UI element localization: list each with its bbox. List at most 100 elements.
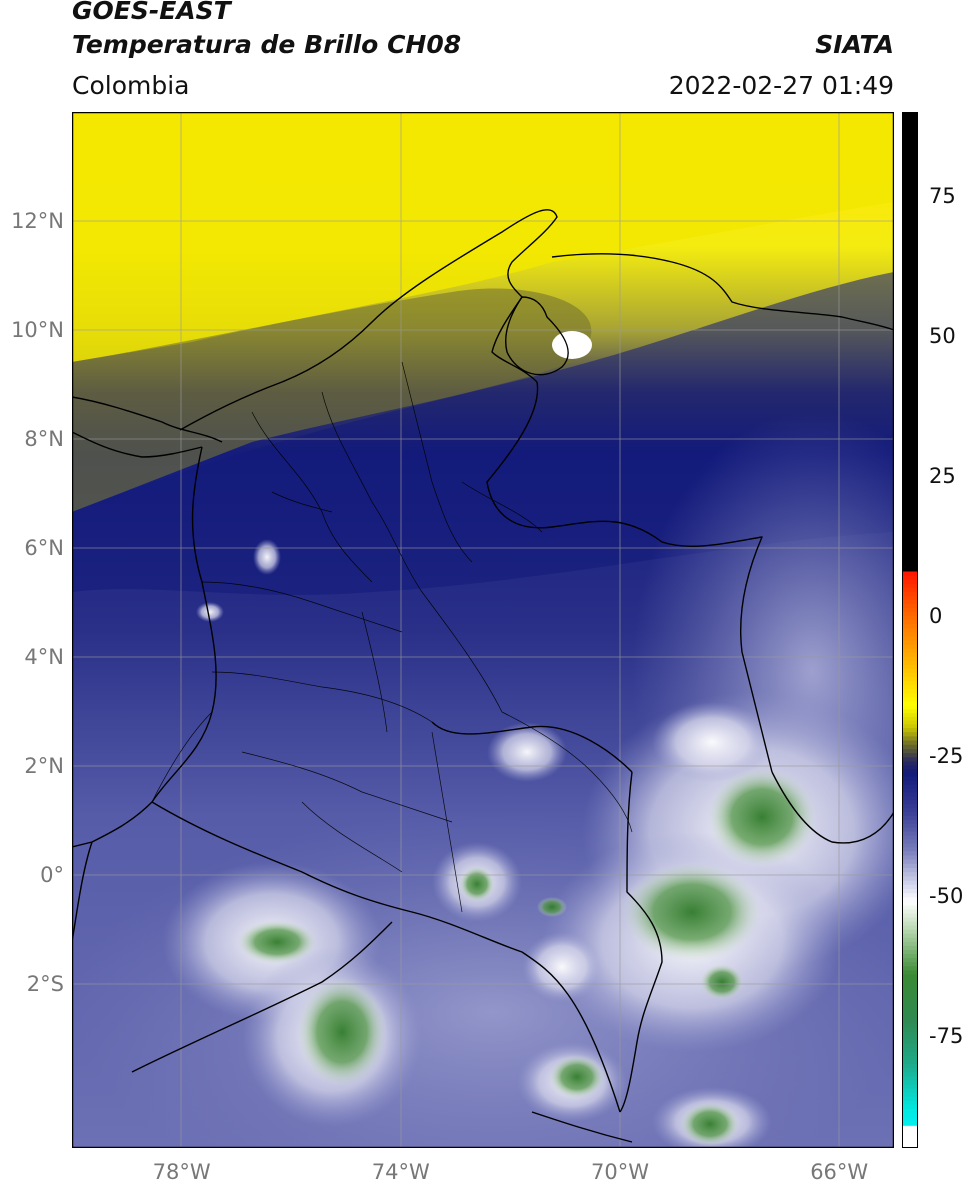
colorbar-segment (902, 839, 918, 844)
title-brand: SIATA (815, 30, 894, 59)
lat-tick-label: 10°N (11, 318, 64, 343)
colorbar-segment (902, 167, 918, 173)
colorbar-segment (902, 958, 918, 963)
colorbar-segment (902, 487, 918, 492)
colorbar-segment (902, 143, 918, 149)
colorbar-segment (902, 1068, 918, 1073)
colorbar-segment (902, 415, 918, 421)
lat-tick-label: 0° (40, 863, 64, 888)
colorbar-segment (902, 880, 918, 886)
colorbar-segment (902, 179, 918, 185)
colorbar-segment (902, 664, 918, 670)
colorbar-segment (902, 1076, 918, 1081)
colorbar-segment (902, 447, 918, 453)
colorbar-segment (902, 251, 918, 257)
colorbar-segment (902, 937, 918, 943)
colorbar-segment (902, 804, 918, 809)
peru-ecuador-border (131, 921, 393, 1073)
colorbar-segment (902, 897, 918, 903)
colorbar-segment (902, 1015, 918, 1020)
colorbar-segment (902, 713, 918, 718)
colorbar-segment (902, 163, 918, 169)
colorbar-segment (902, 255, 918, 261)
graticule (72, 112, 894, 1148)
colorbar-segment (902, 792, 918, 797)
borders (72, 209, 894, 1143)
colorbar-segment (902, 271, 918, 277)
cloud-cell (552, 331, 592, 359)
colorbar-segment (902, 223, 918, 229)
lat-tick-label: 6°N (24, 536, 64, 561)
colorbar-segment (902, 1088, 918, 1094)
colorbar-segment (902, 399, 918, 405)
colorbar-segment (902, 772, 918, 778)
colorbar-segment (902, 319, 918, 325)
colorbar-segment (902, 411, 918, 417)
colorbar-segment (902, 1043, 918, 1049)
colorbar-segment (902, 419, 918, 425)
colorbar-segment (902, 720, 918, 725)
olive-transition (72, 288, 592, 512)
colorbar-segment (902, 1126, 918, 1132)
colorbar-segment (902, 375, 918, 381)
colorbar-segment (902, 407, 918, 413)
colorbar-segment (902, 1130, 918, 1136)
colorbar-segment (902, 749, 918, 754)
colorbar-segment (902, 796, 918, 801)
colorbar-segment (902, 705, 918, 710)
colorbar-segment (902, 640, 918, 646)
colorbar-segment (902, 732, 918, 737)
colorbar-segment (902, 843, 918, 848)
colorbar-segment (902, 459, 918, 464)
colorbar-segment (902, 872, 918, 877)
colorbar-segment (902, 455, 918, 460)
cold-core (237, 920, 317, 964)
map-frame (72, 112, 894, 1148)
colorbar-segment (902, 175, 918, 181)
dept-border (361, 611, 388, 733)
colorbar-segment (902, 195, 918, 201)
venezuela-coast (551, 253, 894, 331)
dept-border (421, 591, 503, 713)
colorbar-segment (902, 335, 918, 341)
colorbar-segment (902, 315, 918, 321)
colorbar-segment (902, 439, 918, 445)
colorbar-segment (902, 1039, 918, 1045)
colombia-caribbean-coast (179, 209, 558, 431)
colorbar-segment (902, 1055, 918, 1061)
colorbar-segment (902, 620, 918, 625)
colorbar-segment (902, 239, 918, 245)
colorbar-segment (902, 431, 918, 437)
colorbar-segment (902, 191, 918, 197)
title-product: Temperatura de Brillo CH08 (72, 30, 462, 59)
colorbar-segment (902, 893, 918, 898)
colombia-venezuela-border (486, 381, 773, 773)
colorbar-segment (902, 1139, 918, 1145)
colorbar-segment (902, 519, 918, 524)
colorbar-segment (902, 575, 918, 581)
colorbar-segment (902, 235, 918, 241)
colorbar-segment (902, 933, 918, 939)
map-panel[interactable] (72, 112, 894, 1148)
colorbar-segment (902, 323, 918, 329)
colorbar-segment (902, 941, 918, 947)
colorbar-segment (902, 644, 918, 650)
lat-tick-label: 8°N (24, 427, 64, 452)
colorbar-segment (902, 851, 918, 856)
colorbar-segment (902, 1011, 918, 1016)
colorbar-segment (902, 990, 918, 996)
map-svg[interactable] (72, 112, 894, 1148)
colorbar-segment (902, 351, 918, 357)
colorbar-segment (902, 343, 918, 349)
dept-border (251, 411, 373, 583)
colorbar-segment (902, 339, 918, 345)
lake-maracaibo (505, 296, 569, 376)
colorbar-segment (902, 823, 918, 829)
colorbar-segment (902, 978, 918, 984)
colorbar-segment (902, 994, 918, 1000)
colorbar-segment (902, 1117, 918, 1122)
colorbar-segment (902, 227, 918, 233)
colorbar-segment (902, 1006, 918, 1012)
colorbar-segment (902, 359, 918, 365)
colorbar-segment (902, 905, 918, 911)
